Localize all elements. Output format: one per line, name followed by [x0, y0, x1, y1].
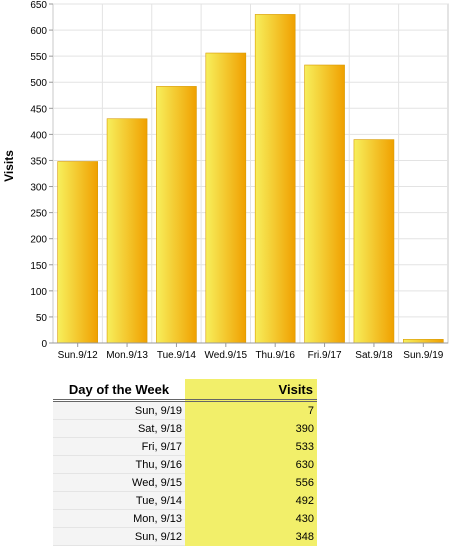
table-row: Mon, 9/13 430	[53, 509, 317, 528]
visits-cell: 7	[185, 400, 317, 420]
y-tick-label: 200	[30, 235, 47, 246]
day-cell: Sun, 9/19	[53, 400, 185, 420]
x-tick-label: Tue.9/14	[157, 350, 197, 361]
table-row: Tue, 9/14 492	[53, 491, 317, 510]
x-tick-label: Fri.9/17	[308, 350, 342, 361]
y-tick-label: 550	[30, 52, 47, 63]
table-row: Wed, 9/15 556	[53, 473, 317, 492]
day-cell: Sat, 9/18	[53, 419, 185, 438]
y-tick-label: 650	[30, 0, 47, 11]
y-tick-label: 350	[30, 156, 47, 167]
day-cell: Thu, 9/16	[53, 455, 185, 474]
y-tick-label: 0	[41, 339, 47, 350]
y-tick-label: 50	[36, 313, 48, 324]
y-tick-label: 600	[30, 26, 47, 37]
x-axis-ticks: Sun.9/12 Mon.9/13 Tue.9/14 Wed.9/15 Thu.9/16…	[58, 343, 444, 361]
y-tick-label: 500	[30, 78, 47, 89]
x-tick-label: Wed.9/15	[205, 350, 248, 361]
day-cell: Fri, 9/17	[53, 437, 185, 456]
x-tick-label: Sun.9/12	[58, 350, 98, 361]
bar[interactable]	[304, 64, 345, 344]
visits-cell: 348	[185, 527, 317, 546]
table-row: Sun, 9/12 348	[53, 527, 317, 546]
bars	[57, 14, 444, 344]
day-cell: Tue, 9/14	[53, 491, 185, 510]
y-tick-label: 100	[30, 287, 47, 298]
x-tick-label: Sat.9/18	[355, 350, 393, 361]
visits-cell: 533	[185, 437, 317, 456]
day-cell: Mon, 9/13	[53, 509, 185, 528]
bar[interactable]	[205, 52, 247, 344]
visits-cell: 630	[185, 455, 317, 474]
x-tick-label: Thu.9/16	[255, 350, 295, 361]
visits-table: Day of the Week Visits Sun, 9/19 7 Sat, 9/…	[53, 379, 317, 546]
bar[interactable]	[156, 86, 197, 344]
x-tick-label: Mon.9/13	[106, 350, 148, 361]
y-axis-ticks: 0 50 100 150 200 250 300 350 400 450 500 550 600 650	[30, 0, 53, 350]
day-cell: Wed, 9/15	[53, 473, 185, 492]
visits-cell: 492	[185, 491, 317, 510]
visits-bar-chart: 050100150200250300350400450500550600650 …	[2, 0, 449, 361]
visits-cell: 430	[185, 509, 317, 528]
table-row: Thu, 9/16 630	[53, 455, 317, 474]
y-tick-label: 450	[30, 104, 47, 115]
table-row: Fri, 9/17 533	[53, 437, 317, 456]
bar[interactable]	[353, 139, 395, 344]
visits-cell: 556	[185, 473, 317, 492]
header-day-of-week[interactable]: Day of the Week	[53, 379, 185, 402]
table-body: Sun, 9/19 7 Sat, 9/18 390 Fri, 9/17 533 Thu, 9…	[53, 400, 317, 546]
y-tick-label: 150	[30, 261, 47, 272]
table-header-row: Day of the Week Visits	[53, 379, 317, 402]
y-tick-label: 250	[30, 209, 47, 220]
bar[interactable]	[106, 118, 148, 344]
bar[interactable]	[403, 339, 444, 344]
y-tick-label: 400	[30, 130, 47, 141]
day-cell: Sun, 9/12	[53, 527, 185, 546]
bar[interactable]	[254, 14, 296, 344]
bar[interactable]	[57, 161, 98, 344]
table-row: Sat, 9/18 390	[53, 419, 317, 438]
x-tick-label: Sun.9/19	[403, 350, 443, 361]
y-tick-label: 300	[30, 183, 47, 194]
visits-cell: 390	[185, 419, 317, 438]
y-axis-label: Visits	[2, 150, 16, 182]
header-visits[interactable]: Visits	[185, 379, 317, 402]
table-row: Sun, 9/19 7	[53, 400, 317, 420]
